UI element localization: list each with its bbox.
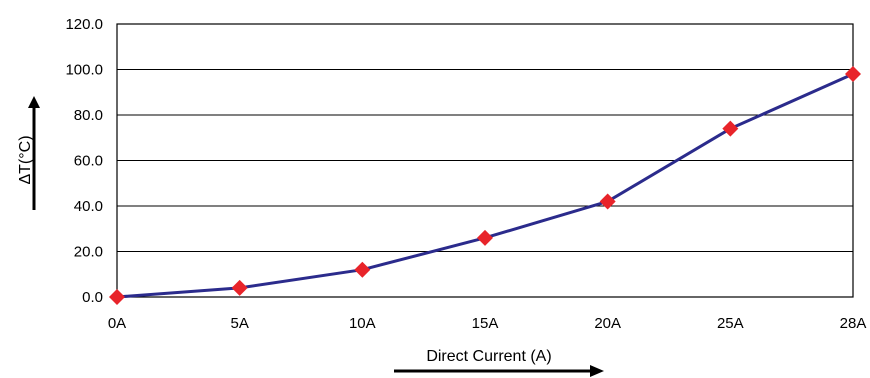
plot-frame <box>116 23 854 298</box>
y-axis-arrow <box>28 96 40 210</box>
y-axis-title: ΔT(°C) <box>17 135 34 184</box>
y-tick-label: 0.0 <box>82 289 103 306</box>
x-tick-label: 25A <box>717 315 744 332</box>
x-tick-label: 10A <box>349 315 376 332</box>
x-axis-title: Direct Current (A) <box>426 348 551 365</box>
y-tick-label: 40.0 <box>74 198 103 215</box>
x-tick-label: 15A <box>472 315 499 332</box>
data-point-marker <box>477 229 493 246</box>
y-tick-label: 120.0 <box>65 16 103 33</box>
y-tick-labels: 0.0 20.0 40.0 60.0 80.0 100.0 120.0 <box>65 16 103 306</box>
y-tick-label: 20.0 <box>74 244 103 261</box>
data-point-marker <box>599 193 616 210</box>
data-point-marker <box>354 261 371 278</box>
grid-lines <box>117 23 853 298</box>
data-point-marker <box>845 66 861 83</box>
x-tick-label: 5A <box>230 315 248 332</box>
x-tick-labels: 0A 5A 10A 15A 20A 25A 28A <box>108 315 867 332</box>
x-axis-arrow <box>394 365 604 377</box>
x-tick-label: 20A <box>594 315 621 332</box>
data-point-marker <box>231 279 248 296</box>
series <box>109 66 861 305</box>
x-tick-label: 0A <box>108 315 126 332</box>
data-point-marker <box>722 120 739 137</box>
series-line <box>116 72 854 299</box>
x-tick-label: 28A <box>840 315 867 332</box>
y-tick-label: 80.0 <box>74 107 103 124</box>
data-point-marker <box>109 289 125 305</box>
y-tick-label: 60.0 <box>74 153 103 170</box>
y-tick-label: 100.0 <box>65 62 103 79</box>
